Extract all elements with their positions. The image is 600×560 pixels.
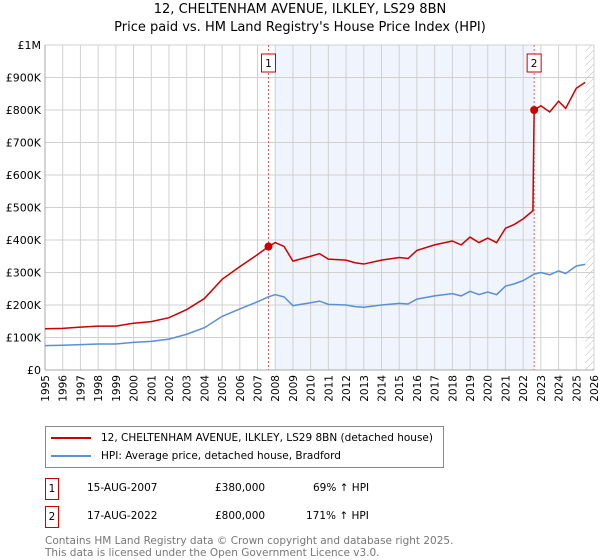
sale-marker-label: 2 [45,506,59,528]
price-chart: 1995 1996 1997 1998 1999 2000 2001 2002 2003 2004… [6,39,600,402]
chart-title: 12, CHELTENHAM AVENUE, ILKLEY, LS29 8BN [153,2,447,17]
legend-swatch-property [51,437,91,439]
sale-marker-number: 2 [531,58,538,70]
legend-swatch-hpi [51,455,91,457]
sale-marker-box [260,53,276,73]
x-tick-label: 2015 [394,375,406,402]
y-tick-label: £500K [6,202,42,215]
x-tick-label: 2013 [359,375,371,402]
legend-label-hpi: HPI: Average price, detached house, Brad… [101,450,341,462]
x-tick-label: 2026 [589,375,600,402]
sale-price: £380,000 [215,482,266,494]
x-tick-label: 2009 [288,375,300,402]
footer-copyright: Contains HM Land Registry data © Crown c… [45,535,454,547]
x-tick-label: 2003 [182,375,194,402]
sale-point [530,106,539,114]
x-tick-label: 2000 [129,375,141,402]
x-tick-label: 2012 [341,375,353,402]
x-tick-label: 2006 [235,375,247,402]
property-price-line [44,81,586,330]
x-tick-label: 2023 [536,375,548,402]
sale-marker-label: 1 [45,478,59,500]
y-tick-label: £400K [6,234,42,247]
x-tick-label: 2002 [164,375,176,402]
x-tick-label: 1999 [111,375,123,402]
sale-point [264,242,273,251]
sale-date: 15-AUG-2007 [87,482,158,494]
y-tick-label: £300K [6,267,42,280]
x-tick-label: 2022 [518,375,530,402]
chart-subtitle: Price paid vs. HM Land Registry's House … [114,20,486,35]
x-tick-label: 1996 [58,375,70,402]
sale-marker-number: 1 [265,58,272,70]
sale-hpi-change: 69% ↑ HPI [313,482,370,494]
y-tick-label: £900K [6,72,42,85]
x-tick-label: 2005 [217,375,229,402]
sale-hpi-change: 171% ↑ HPI [306,510,369,522]
x-tick-label: 2019 [465,375,477,402]
x-tick-label: 2017 [430,375,442,402]
sale-price: £800,000 [215,510,266,522]
y-tick-label: £800K [6,104,42,117]
x-tick-label: 2018 [447,375,459,402]
footer: Contains HM Land Registry data © Crown c… [45,535,453,559]
sale-row-2: 2 17-AUG-2022 £800,000 171% ↑ HPI [45,506,465,528]
sale-row-1: 1 15-AUG-2007 £380,000 69% ↑ HPI [45,478,465,500]
x-tick-label: 2014 [376,375,388,402]
y-tick-label: £600K [6,169,42,182]
x-tick-label: 2025 [571,375,583,402]
sale-marker-box [526,53,542,73]
y-tick-label: £700K [6,137,42,150]
x-tick-label: 2024 [554,375,566,402]
y-tick-label: £1M [18,39,42,52]
x-tick-label: 2021 [500,375,512,402]
x-tick-label: 2007 [253,375,265,402]
x-tick-label: 2011 [323,375,335,402]
y-tick-label: £200K [6,299,42,312]
hpi-line [44,263,586,347]
x-tick-label: 2016 [412,375,424,402]
y-tick-label: £0 [27,364,41,377]
x-tick-label: 2004 [199,375,211,402]
x-tick-label: 2020 [483,375,495,402]
footer-licence: This data is licensed under the Open Gov… [45,547,380,559]
x-tick-label: 2008 [270,375,282,402]
sale-date: 17-AUG-2022 [87,510,158,522]
x-tick-label: 2010 [306,375,318,402]
x-tick-label: 1997 [75,375,87,402]
legend-label-property: 12, CHELTENHAM AVENUE, ILKLEY, LS29 8BN … [101,432,433,444]
x-tick-label: 1998 [93,375,105,402]
y-tick-label: £100K [6,332,42,345]
x-tick-label: 1995 [40,375,52,402]
legend: 12, CHELTENHAM AVENUE, ILKLEY, LS29 8BN … [45,426,444,468]
x-tick-label: 2001 [146,375,158,402]
